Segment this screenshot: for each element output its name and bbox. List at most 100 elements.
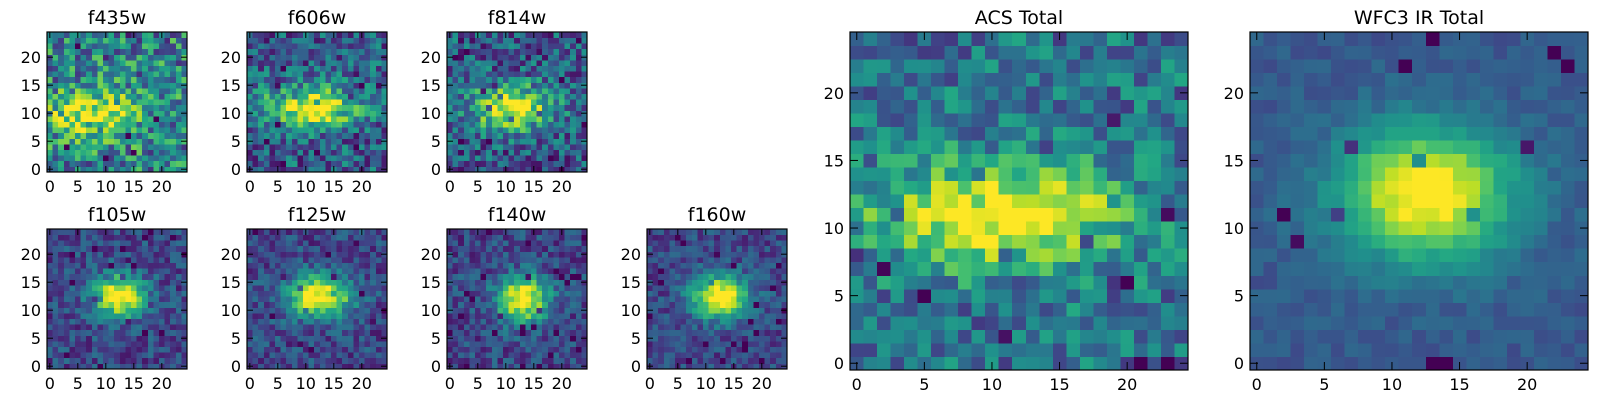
heatmap-cell [280,71,287,78]
heatmap-cell [136,149,143,156]
heatmap-cell [97,54,104,61]
heatmap-cell [303,93,309,100]
heatmap-cell [575,307,582,314]
heatmap-cell [375,285,382,291]
heatmap-cell [581,71,588,78]
heatmap-cell [542,329,549,336]
heatmap-cell [159,76,165,83]
heatmap-cell [58,144,65,150]
heatmap-cell [314,251,321,258]
heatmap-cell [775,290,782,297]
heatmap-cell [759,357,765,364]
heatmap-cell [303,99,309,106]
heatmap-cell [63,82,70,89]
heatmap-cell [86,149,93,156]
heatmap-cell [491,329,498,336]
heatmap-cell [336,273,343,280]
y-tick-label: 15 [621,273,641,292]
heatmap-cell [63,160,70,167]
heatmap-cell [153,296,160,303]
heatmap-cell [658,268,665,275]
heatmap-cell [75,313,81,319]
heatmap-cell [103,262,109,269]
heatmap-cell [319,88,326,94]
heatmap-cell [458,110,465,117]
heatmap-cell [314,132,321,139]
heatmap-cell [480,251,487,258]
heatmap-cell [336,43,343,50]
heatmap-cell [775,318,782,325]
heatmap-cell [75,60,81,66]
heatmap-cell [52,160,59,167]
heatmap-cell [491,138,498,145]
heatmap-cell [119,76,126,83]
heatmap-cell [736,324,743,331]
heatmap-cell [86,32,93,38]
heatmap-cell [364,138,371,145]
heatmap-cell [147,82,154,89]
heatmap-cell [181,285,188,291]
heatmap-cell [531,307,537,314]
heatmap-cell [136,301,143,308]
heatmap-cell [164,155,171,162]
heatmap-cell [570,357,577,364]
heatmap-cell [164,71,171,78]
heatmap-cell [375,76,382,83]
heatmap-cell [370,257,377,263]
heatmap-cell [503,76,509,83]
heatmap-cell [708,363,715,370]
heatmap-cell [1106,329,1121,344]
heatmap-cell [258,329,265,336]
heatmap-cell [719,262,726,269]
heatmap-cell [486,110,493,117]
heatmap-cell [381,71,388,78]
heatmap-cell [359,99,365,106]
heatmap-cell [147,104,154,111]
heatmap-cell [553,65,560,72]
heatmap-cell [252,155,259,162]
heatmap-cell [131,279,137,286]
heatmap-cell [125,144,132,150]
heatmap-cell [759,324,765,331]
heatmap-cell [370,138,377,145]
heatmap-cell [308,301,315,308]
heatmap-cell [131,290,137,297]
heatmap-cell [452,290,459,297]
heatmap-cell [52,329,59,336]
heatmap-cell [108,352,115,359]
heatmap-cell [536,65,543,72]
heatmap-cell [108,245,115,252]
heatmap-cell [1133,302,1148,317]
heatmap-cell [652,279,659,286]
heatmap-cell [170,313,177,319]
heatmap-cell [680,357,687,364]
heatmap-cell [52,352,59,359]
heatmap-cell [114,121,121,128]
heatmap-cell [564,346,571,353]
heatmap-cell [647,245,653,252]
heatmap-cell [1147,234,1162,249]
heatmap-cell [125,65,132,72]
heatmap-cell [247,65,253,72]
heatmap-cell [125,121,132,128]
heatmap-cell [347,121,354,128]
heatmap-cell [80,346,87,353]
x-tick-label: 0 [45,177,55,196]
heatmap-cell [1160,288,1175,303]
heatmap-cell [247,155,253,162]
heatmap-cell [525,313,532,319]
heatmap-cell [91,121,98,128]
heatmap-cell [269,54,276,61]
heatmap-cell [863,194,878,209]
heatmap-cell [297,43,304,50]
heatmap-cell [159,245,165,252]
heatmap-cell [280,307,287,314]
heatmap-cell [525,93,532,100]
heatmap-cell [559,257,565,263]
heatmap-cell [86,307,93,314]
heatmap-cell [114,357,121,364]
heatmap-cell [353,76,360,83]
x-tick-label: 5 [73,374,83,393]
heatmap-cell [342,43,349,50]
heatmap-cell [971,261,986,276]
